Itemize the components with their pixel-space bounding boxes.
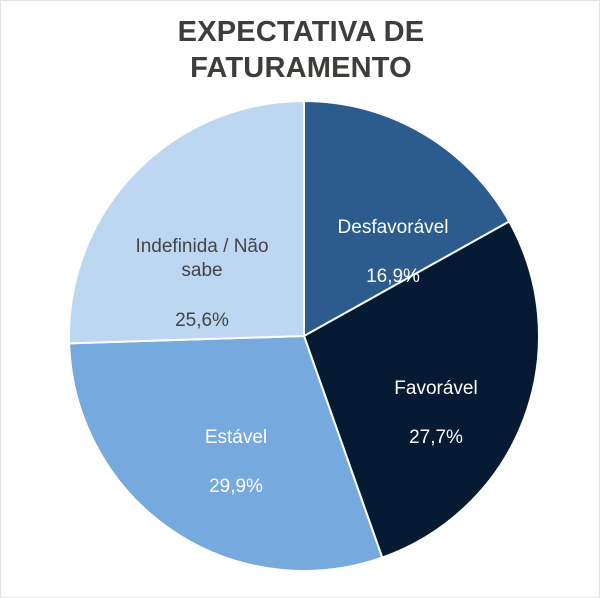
pie-slice-favoravel[interactable] <box>302 220 540 559</box>
pie-slices <box>68 99 540 572</box>
chart-title: EXPECTATIVA DE FATURAMENTO <box>177 16 425 84</box>
pie-slice-estavel[interactable] <box>68 334 384 572</box>
pie-slice-indefinida[interactable] <box>68 99 305 345</box>
pie-slice-desfavoravel[interactable] <box>303 99 511 338</box>
